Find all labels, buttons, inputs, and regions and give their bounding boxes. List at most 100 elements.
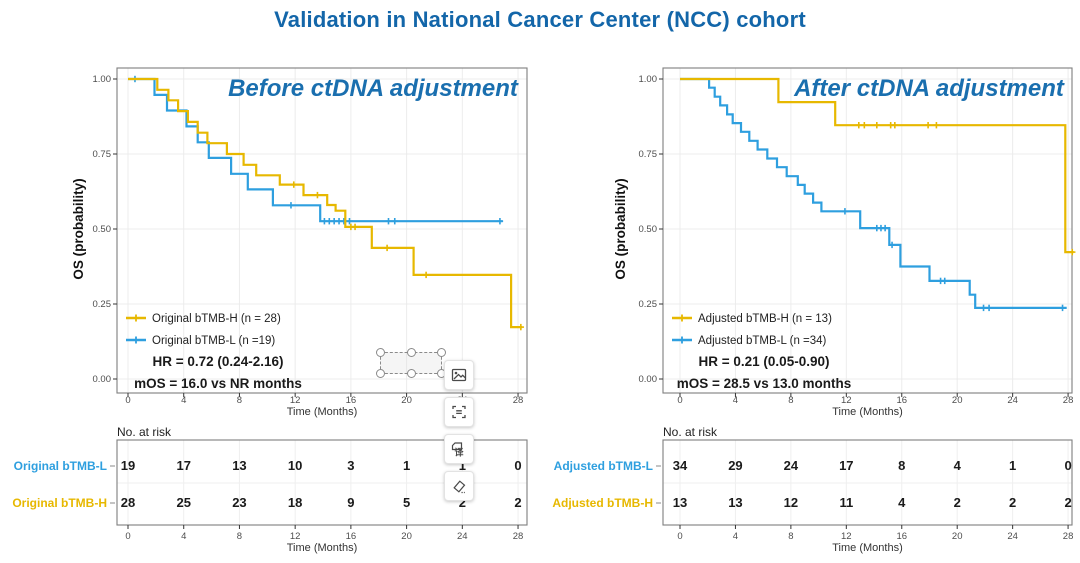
selection-handle[interactable] bbox=[407, 348, 416, 357]
risk-row-label: Original bTMB-H bbox=[12, 496, 107, 510]
panel-subtitle: After ctDNA adjustment bbox=[793, 75, 1065, 102]
risk-value: 17 bbox=[176, 458, 190, 473]
risk-value: 3 bbox=[347, 458, 354, 473]
risk-value: 25 bbox=[176, 495, 190, 510]
risk-value: 29 bbox=[728, 458, 742, 473]
risk-row-label: Original bTMB-L bbox=[14, 459, 107, 473]
risk-x-tick-label: 20 bbox=[401, 531, 412, 542]
selection-handle[interactable] bbox=[437, 348, 446, 357]
km-curve bbox=[680, 77, 1074, 254]
censor-marks bbox=[131, 75, 504, 225]
image-tool-button[interactable] bbox=[444, 360, 474, 390]
selection-rectangle[interactable] bbox=[376, 348, 446, 378]
selection-handle[interactable] bbox=[376, 369, 385, 378]
risk-value: 4 bbox=[954, 458, 962, 473]
ocr-frame-tool-button[interactable] bbox=[444, 397, 474, 427]
risk-value: 0 bbox=[1064, 458, 1071, 473]
selection-handle[interactable] bbox=[376, 348, 385, 357]
risk-x-tick-label: 28 bbox=[1063, 531, 1074, 542]
risk-x-tick-label: 8 bbox=[237, 531, 242, 542]
x-tick-label: 8 bbox=[788, 395, 793, 406]
censor-marks bbox=[290, 181, 525, 331]
image-icon bbox=[451, 368, 467, 382]
eraser-icon bbox=[453, 480, 466, 494]
panel-subtitle: Before ctDNA adjustment bbox=[228, 75, 519, 102]
x-tick-label: 20 bbox=[952, 395, 963, 406]
risk-x-tick-label: 24 bbox=[1007, 531, 1018, 542]
eraser-tool-button[interactable] bbox=[444, 471, 474, 501]
km-curve bbox=[128, 77, 523, 329]
translate-glyph: 译 bbox=[454, 447, 464, 458]
x-tick-label: 16 bbox=[896, 395, 907, 406]
y-tick-label: 0.25 bbox=[93, 299, 112, 310]
risk-value: 17 bbox=[839, 458, 853, 473]
risk-x-tick-label: 0 bbox=[125, 531, 130, 542]
panel-border bbox=[662, 67, 1073, 394]
risk-value: 19 bbox=[121, 458, 135, 473]
risk-table-border bbox=[116, 439, 528, 526]
risk-value: 4 bbox=[898, 495, 906, 510]
x-tick-label: 8 bbox=[237, 395, 242, 406]
risk-x-tick-label: 16 bbox=[346, 531, 357, 542]
risk-value: 10 bbox=[288, 458, 302, 473]
risk-table-border bbox=[662, 439, 1073, 526]
risk-value: 13 bbox=[673, 495, 687, 510]
risk-row-label: Adjusted bTMB-H bbox=[552, 496, 653, 510]
frame-text-icon bbox=[452, 405, 466, 419]
risk-row-label: Adjusted bTMB-L bbox=[554, 459, 653, 473]
y-axis-label: OS (probability) bbox=[613, 178, 628, 279]
risk-value: 24 bbox=[784, 458, 799, 473]
translate-icon: 译 bbox=[451, 442, 464, 458]
risk-value: 2 bbox=[1064, 495, 1071, 510]
x-tick-label: 20 bbox=[401, 395, 412, 406]
risk-value: 18 bbox=[288, 495, 302, 510]
x-tick-label: 28 bbox=[1063, 395, 1074, 406]
risk-value: 1 bbox=[1009, 458, 1016, 473]
risk-value: 13 bbox=[728, 495, 742, 510]
mos-annotation: mOS = 28.5 vs 13.0 months bbox=[677, 376, 851, 391]
x-tick-label: 12 bbox=[290, 395, 301, 406]
risk-value: 2 bbox=[459, 495, 466, 510]
plot-area bbox=[117, 68, 527, 393]
y-tick-label: 1.00 bbox=[639, 74, 658, 85]
x-tick-label: 4 bbox=[181, 395, 186, 406]
x-axis-label: Time (Months) bbox=[832, 406, 903, 418]
risk-x-tick-label: 28 bbox=[513, 531, 524, 542]
risk-x-axis-label: Time (Months) bbox=[832, 542, 903, 554]
censor-marks bbox=[841, 208, 1066, 312]
risk-value: 2 bbox=[514, 495, 521, 510]
risk-table-header: No. at risk bbox=[117, 425, 172, 439]
hr-annotation: HR = 0.72 (0.24-2.16) bbox=[153, 354, 284, 369]
risk-value: 2 bbox=[954, 495, 961, 510]
risk-x-tick-label: 8 bbox=[788, 531, 793, 542]
risk-value: 13 bbox=[232, 458, 246, 473]
risk-value: 1 bbox=[459, 458, 466, 473]
translate-tool-button[interactable]: 译 bbox=[444, 434, 474, 464]
figure-title: Validation in National Cancer Center (NC… bbox=[274, 7, 806, 32]
censor-marks bbox=[855, 122, 1076, 256]
km-curve bbox=[128, 77, 503, 223]
x-tick-label: 12 bbox=[841, 395, 852, 406]
risk-value: 34 bbox=[673, 458, 688, 473]
legend-label: Adjusted bTMB-H (n = 13) bbox=[698, 313, 832, 325]
y-tick-label: 0.00 bbox=[93, 374, 112, 385]
x-tick-label: 16 bbox=[346, 395, 357, 406]
risk-value: 12 bbox=[784, 495, 798, 510]
risk-x-tick-label: 12 bbox=[290, 531, 301, 542]
y-tick-label: 0.50 bbox=[93, 224, 112, 235]
risk-x-axis-label: Time (Months) bbox=[287, 542, 358, 554]
y-tick-label: 0.00 bbox=[639, 374, 658, 385]
y-tick-label: 0.75 bbox=[639, 149, 658, 160]
risk-value: 23 bbox=[232, 495, 246, 510]
risk-x-tick-label: 20 bbox=[952, 531, 963, 542]
panel-border bbox=[116, 67, 528, 394]
selection-handle[interactable] bbox=[407, 369, 416, 378]
x-tick-label: 0 bbox=[677, 395, 682, 406]
legend-label: Original bTMB-H (n = 28) bbox=[152, 313, 281, 325]
risk-table-header: No. at risk bbox=[663, 425, 718, 439]
risk-value: 9 bbox=[347, 495, 354, 510]
legend-label: Original bTMB-L (n =19) bbox=[152, 335, 275, 347]
